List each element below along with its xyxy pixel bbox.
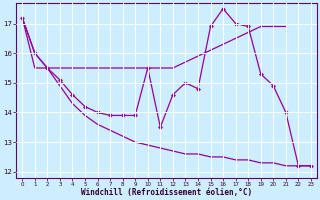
X-axis label: Windchill (Refroidissement éolien,°C): Windchill (Refroidissement éolien,°C) xyxy=(81,188,252,197)
